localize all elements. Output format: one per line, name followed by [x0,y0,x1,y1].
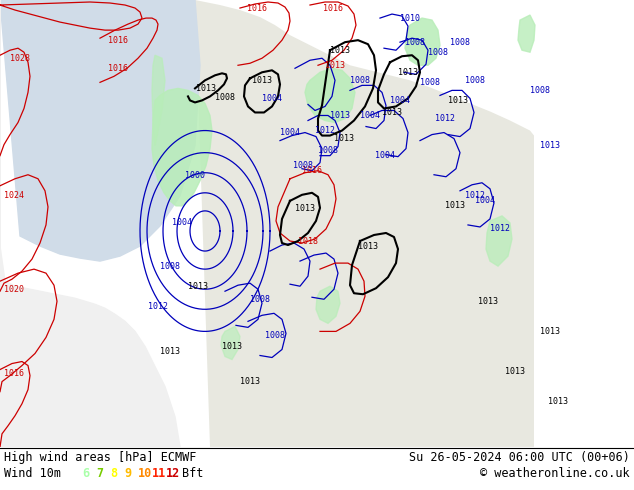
Text: 1020: 1020 [4,285,24,294]
Text: 1008: 1008 [450,38,470,47]
Text: 1013: 1013 [382,108,402,117]
Text: 1013: 1013 [358,242,378,250]
Text: 1016: 1016 [4,369,24,378]
Polygon shape [188,0,210,45]
Text: 1016: 1016 [302,166,322,175]
Polygon shape [152,55,165,146]
Text: 1016: 1016 [108,36,128,45]
Text: 1024: 1024 [4,191,24,200]
Text: 1010: 1010 [400,14,420,23]
Polygon shape [405,18,440,65]
Text: 1016: 1016 [108,64,128,73]
Text: 1013: 1013 [505,367,525,376]
Polygon shape [305,68,355,122]
Text: 8: 8 [110,467,117,481]
Text: 1008: 1008 [250,295,270,304]
Text: 1016: 1016 [323,3,343,13]
Text: 1008: 1008 [160,262,180,270]
Text: 1012: 1012 [490,224,510,233]
Polygon shape [486,216,512,266]
Text: 1008: 1008 [215,93,235,102]
Text: 1013: 1013 [222,342,242,351]
Text: 1012: 1012 [465,191,485,200]
Text: High wind areas [hPa] ECMWF: High wind areas [hPa] ECMWF [4,451,197,465]
Text: 1013: 1013 [540,327,560,336]
Text: 12: 12 [166,467,180,481]
Text: © weatheronline.co.uk: © weatheronline.co.uk [481,467,630,481]
Text: 1004: 1004 [262,94,282,103]
Text: 1012: 1012 [148,302,168,311]
Polygon shape [0,0,200,261]
Text: 1008: 1008 [405,38,425,47]
Text: 1008: 1008 [265,331,285,340]
Text: 1008: 1008 [465,76,485,85]
Text: 9: 9 [124,467,131,481]
Text: 1004: 1004 [390,96,410,105]
Text: 1004: 1004 [475,196,495,205]
Text: 1028: 1028 [10,54,30,63]
Text: 1013: 1013 [160,347,180,356]
Text: 1008: 1008 [428,48,448,57]
Polygon shape [518,15,535,52]
Text: 1013: 1013 [240,377,260,386]
Text: 1004: 1004 [360,111,380,120]
Text: 1013: 1013 [540,141,560,150]
Text: 1013: 1013 [196,84,216,93]
Polygon shape [0,0,180,447]
Text: 7: 7 [96,467,103,481]
Text: 1013: 1013 [478,297,498,306]
Text: 1012: 1012 [435,114,455,123]
Text: 1013: 1013 [295,204,315,213]
Text: 1004: 1004 [172,219,192,227]
Text: 6: 6 [82,467,89,481]
Text: 1013: 1013 [252,76,272,85]
Polygon shape [152,88,212,206]
Text: Su 26-05-2024 06:00 UTC (00+06): Su 26-05-2024 06:00 UTC (00+06) [409,451,630,465]
Text: 1004: 1004 [280,128,300,137]
Text: 1008: 1008 [293,161,313,170]
Text: Bft: Bft [182,467,204,481]
Polygon shape [195,0,534,447]
Text: 1013: 1013 [330,46,350,55]
Text: 1013: 1013 [398,68,418,77]
Text: 1008: 1008 [350,76,370,85]
Text: 1008: 1008 [318,146,338,155]
Text: 11: 11 [152,467,166,481]
Text: 1018: 1018 [298,237,318,245]
Text: 1013: 1013 [330,111,350,120]
Text: 1012: 1012 [315,126,335,135]
Text: 1013: 1013 [188,282,208,291]
Text: Wind 10m: Wind 10m [4,467,61,481]
Text: 1016: 1016 [247,3,267,13]
Text: 1013: 1013 [334,134,354,143]
Text: 1013: 1013 [448,96,468,105]
Text: 1013: 1013 [548,397,568,406]
Text: 1013: 1013 [445,201,465,210]
Text: 1004: 1004 [375,151,395,160]
Text: 1008: 1008 [530,86,550,95]
Text: 1013: 1013 [325,61,345,70]
Text: 1000: 1000 [185,171,205,180]
Text: 10: 10 [138,467,152,481]
Polygon shape [221,326,240,360]
Polygon shape [316,286,340,323]
Text: 1008: 1008 [420,78,440,87]
